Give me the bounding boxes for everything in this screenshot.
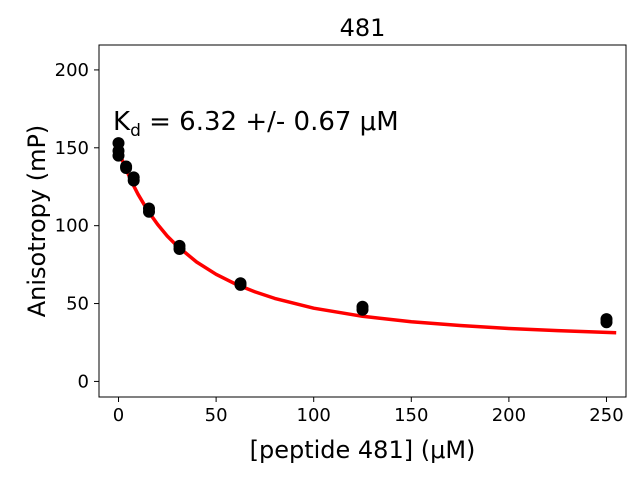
kd-annotation-subscript: d (130, 121, 141, 141)
data-point (173, 243, 186, 255)
y-tick-label: 200 (55, 60, 89, 81)
kd-annotation: Kd = 6.32 +/- 0.67 μM (113, 107, 399, 141)
tick-marks: 0 50 100 150 200 250 0 50 100 150 200 (55, 60, 624, 426)
plot-area (112, 137, 617, 335)
data-point (127, 174, 140, 187)
x-tick-label: 150 (394, 405, 428, 426)
data-point (112, 149, 125, 162)
y-tick-label: 150 (55, 138, 89, 159)
x-tick-label: 100 (297, 405, 331, 426)
x-tick-label: 0 (113, 405, 124, 426)
axes-frame (98, 44, 627, 398)
data-point (143, 205, 155, 218)
kd-annotation-prefix: K (113, 107, 131, 137)
x-tick-label: 250 (589, 405, 623, 426)
x-axis-label: [peptide 481] (μM) (250, 436, 476, 464)
data-point (120, 162, 133, 174)
chart-title: 481 (340, 14, 386, 42)
fit-curve (116, 150, 617, 335)
y-tick-label: 100 (55, 216, 89, 237)
kd-annotation-value: = 6.32 +/- 0.67 μM (141, 107, 399, 137)
y-axis-label: Anisotropy (mP) (23, 125, 51, 318)
data-point (234, 278, 247, 291)
data-point (600, 316, 613, 329)
x-tick-label: 200 (492, 405, 526, 426)
data-point (356, 303, 369, 316)
y-tick-label: 0 (78, 371, 89, 392)
x-tick-label: 50 (205, 405, 228, 426)
y-tick-label: 50 (66, 294, 89, 315)
